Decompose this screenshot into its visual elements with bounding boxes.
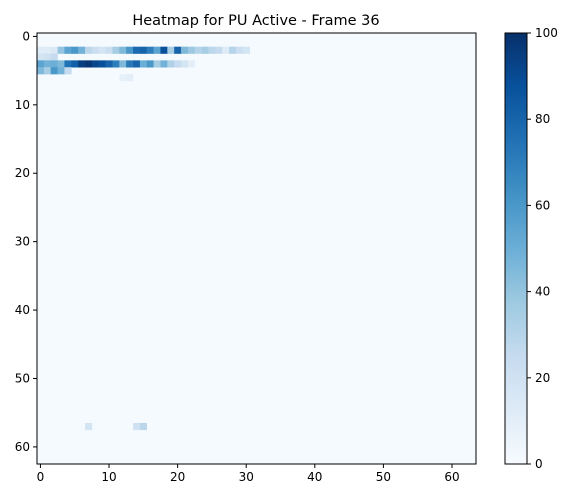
- heatmap-cell: [98, 46, 106, 54]
- heatmap-cell: [64, 46, 72, 54]
- heatmap-cell: [139, 60, 148, 68]
- y-tick-label: 50: [15, 371, 30, 385]
- heatmap-cell: [98, 60, 106, 68]
- heatmap-cell: [119, 60, 127, 68]
- x-tick-label: 30: [239, 470, 254, 484]
- y-tick-label: 0: [22, 29, 30, 43]
- heatmap-cell: [126, 60, 134, 68]
- heatmap-cell: [85, 46, 93, 54]
- y-axis: 0 10 20 30 40 50 60: [15, 29, 37, 454]
- y-tick-label: 40: [15, 303, 30, 317]
- x-tick-label: 60: [444, 470, 459, 484]
- x-tick-label: 20: [170, 470, 185, 484]
- heatmap-cell: [126, 74, 134, 82]
- colorbar-tick-label: 60: [535, 198, 550, 212]
- x-tick-label: 50: [376, 470, 391, 484]
- heatmap-cell: [181, 46, 189, 54]
- heatmap-cell: [146, 46, 154, 54]
- x-axis: 0 10 20 30 40 50 60: [37, 464, 460, 484]
- y-tick-label: 10: [15, 98, 30, 112]
- colorbar-axis: 0 20 40 60 80 100: [527, 26, 558, 471]
- heatmap-cell: [50, 53, 58, 61]
- heatmap-cell: [57, 67, 65, 75]
- heatmap-cell: [50, 60, 58, 68]
- heatmap-cell: [91, 46, 100, 54]
- heatmap-cell: [153, 46, 161, 54]
- heatmap-cell: [112, 46, 120, 54]
- heatmap-cell: [222, 46, 230, 54]
- colorbar-frame: [504, 32, 528, 465]
- heatmap-cell: [85, 422, 93, 431]
- heatmap-cell: [105, 46, 113, 54]
- heatmap-cell: [50, 46, 58, 54]
- heatmap-cell: [146, 60, 154, 68]
- heatmap-cell: [112, 60, 120, 68]
- heatmap-cell: [64, 60, 72, 68]
- heatmap-cell: [215, 46, 223, 54]
- heatmap-background: [37, 33, 476, 464]
- heatmap-cell: [126, 46, 134, 54]
- heatmap-cell: [174, 60, 182, 68]
- heatmap-cell: [187, 60, 196, 68]
- heatmap-cell: [208, 46, 216, 54]
- heatmap-cell: [167, 60, 175, 68]
- heatmap-cell: [167, 46, 175, 54]
- heatmap-cell: [119, 74, 127, 82]
- heatmap-cell: [187, 46, 196, 54]
- heatmap-cell: [133, 422, 141, 431]
- y-tick-label: 30: [15, 235, 30, 249]
- y-tick-label: 20: [15, 166, 30, 180]
- heatmap-cell: [105, 60, 113, 68]
- heatmap-cell: [71, 60, 79, 68]
- colorbar: [505, 33, 527, 464]
- heatmap-cell: [50, 67, 58, 75]
- colorbar-tick-label: 20: [535, 371, 550, 385]
- heatmap-cell: [201, 46, 209, 54]
- heatmap-cell: [37, 46, 45, 54]
- heatmap-cell: [133, 46, 141, 54]
- colorbar-tick-label: 0: [535, 457, 543, 471]
- heatmap-cell: [91, 60, 100, 68]
- heatmap-cell: [78, 46, 86, 54]
- heatmap-cell: [71, 46, 79, 54]
- heatmap-cell: [43, 53, 52, 61]
- heatmap-cell: [181, 60, 189, 68]
- heatmap-cell: [57, 60, 65, 68]
- heatmap-cell: [160, 46, 168, 54]
- chart-title: Heatmap for PU Active - Frame 36: [132, 13, 379, 29]
- x-tick-label: 0: [37, 470, 45, 484]
- heatmap-cell: [194, 46, 202, 54]
- heatmap-cell: [37, 53, 45, 61]
- heatmap-cell: [139, 422, 148, 431]
- heatmap-cell: [229, 46, 237, 54]
- heatmap-cell: [133, 60, 141, 68]
- heatmap-cell: [235, 46, 244, 54]
- colorbar-tick-label: 40: [535, 285, 550, 299]
- y-tick-label: 60: [15, 440, 30, 454]
- heatmap-cell: [139, 46, 148, 54]
- heatmap-cell: [43, 60, 52, 68]
- colorbar-tick-label: 80: [535, 112, 550, 126]
- heatmap-cell: [153, 60, 161, 68]
- heatmap-cell: [242, 46, 250, 54]
- heatmap-cell: [85, 60, 93, 68]
- heatmap-cell: [64, 67, 72, 75]
- heatmap-cell: [78, 60, 86, 68]
- heatmap-cells: [37, 33, 476, 464]
- heatmap-cell: [43, 46, 52, 54]
- x-tick-label: 40: [307, 470, 322, 484]
- heatmap-frame: [36, 32, 477, 465]
- heatmap-cell: [37, 67, 45, 75]
- heatmap-cell: [174, 46, 182, 54]
- heatmap-cell: [160, 60, 168, 68]
- heatmap-cell: [37, 60, 45, 68]
- x-tick-label: 10: [101, 470, 116, 484]
- heatmap-cell: [43, 67, 52, 75]
- heatmap-cell: [119, 46, 127, 54]
- heatmap-cell: [57, 46, 65, 54]
- colorbar-tick-label: 100: [535, 26, 558, 40]
